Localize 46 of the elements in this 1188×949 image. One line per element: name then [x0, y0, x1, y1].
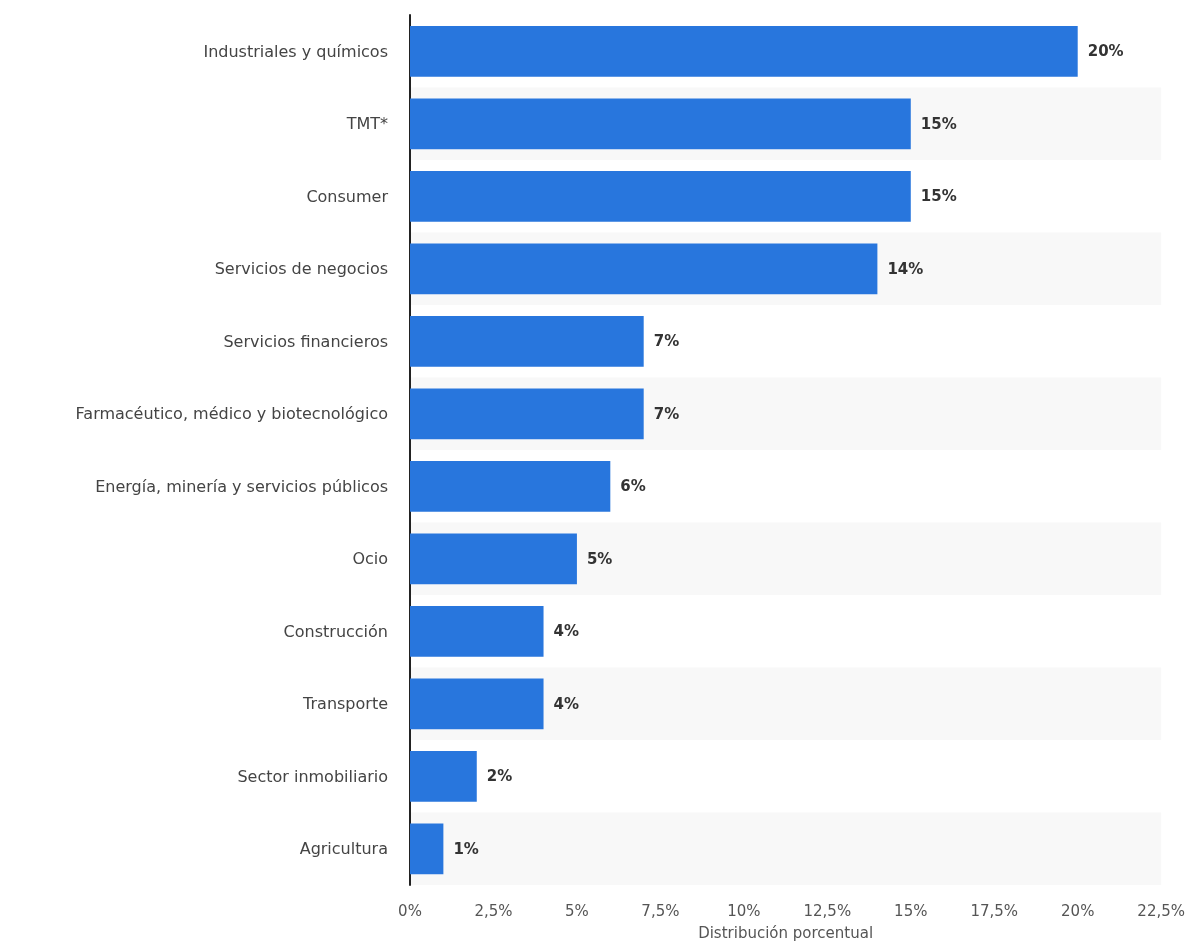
y-tick-label: TMT* [345, 114, 388, 134]
x-tick-label: 0% [398, 901, 422, 920]
data-label: 2% [486, 767, 513, 786]
x-tick-label: 22,5% [1137, 901, 1185, 920]
y-tick-label: Sector inmobiliario [237, 766, 388, 786]
bar [410, 98, 911, 150]
y-tick-label: Agricultura [299, 839, 388, 859]
data-label: 15% [920, 114, 957, 133]
y-tick-label: Transporte [302, 694, 388, 714]
x-tick-label: 7,5% [641, 901, 680, 920]
x-tick-label: 5% [565, 901, 589, 920]
bar [410, 170, 911, 222]
y-tick-label: Energía, minería y servicios públicos [95, 476, 388, 496]
bar [410, 388, 644, 440]
y-tick-label: Industriales y químicos [203, 41, 388, 61]
data-label: 14% [887, 259, 924, 278]
x-axis-title: Distribución porcentual [698, 923, 874, 942]
y-tick-label: Servicios financieros [223, 331, 388, 351]
y-tick-label: Farmacéutico, médico y biotecnológico [75, 404, 388, 424]
bar [410, 533, 577, 585]
data-label: 1% [453, 839, 479, 858]
y-tick-label: Ocio [352, 549, 388, 569]
data-label: 5% [586, 549, 613, 568]
x-tick-label: 15% [894, 901, 928, 920]
data-label: 6% [620, 477, 646, 496]
bar [410, 460, 611, 512]
x-tick-label: 10% [727, 901, 761, 920]
data-label: 20% [1087, 42, 1124, 61]
y-tick-label: Construcción [283, 621, 388, 641]
bar [410, 243, 878, 295]
x-tick-label: 12,5% [803, 901, 852, 920]
bar [410, 315, 644, 367]
data-label: 7% [653, 404, 680, 423]
data-label: 4% [553, 622, 580, 641]
data-label: 4% [553, 694, 580, 713]
bar [410, 605, 544, 657]
data-label: 15% [920, 187, 957, 206]
y-tick-label: Consumer [306, 186, 389, 206]
x-tick-label: 17,5% [970, 901, 1019, 920]
bar [410, 750, 477, 802]
x-tick-label: 20% [1061, 901, 1095, 920]
x-tick-label: 2,5% [474, 901, 513, 920]
bar [410, 678, 544, 730]
data-label: 7% [653, 332, 680, 351]
y-tick-label: Servicios de negocios [214, 259, 388, 279]
bar [410, 823, 444, 875]
